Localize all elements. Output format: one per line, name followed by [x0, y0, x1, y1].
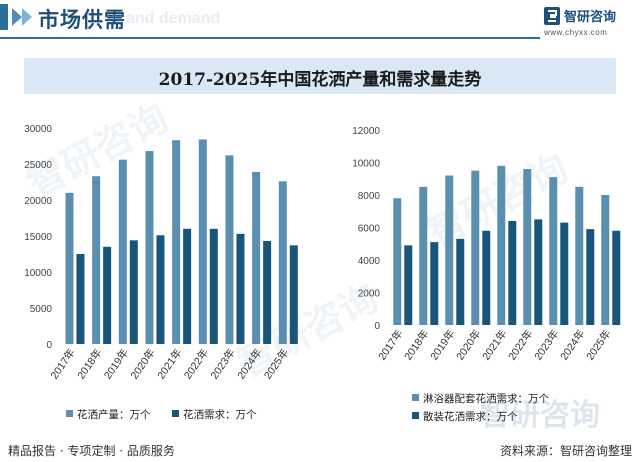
bar-series2 — [508, 221, 517, 325]
x-tick-label: 2019年 — [101, 346, 131, 381]
x-tick-label: 2020年 — [128, 346, 158, 381]
x-tick-label: 2021年 — [479, 327, 509, 362]
footer-tagline: 精品报告 · 专项定制 · 品质服务 — [8, 444, 175, 458]
chevron-right-icon — [12, 8, 22, 26]
legend-label: 淋浴器配套花洒需求：万个 — [423, 392, 549, 405]
x-tick-label: 2017年 — [375, 327, 405, 362]
bar-series2 — [103, 246, 112, 344]
bar-series1 — [419, 186, 428, 325]
bar-series1 — [393, 198, 402, 325]
y-tick-label: 15000 — [24, 232, 52, 243]
bar-series2 — [456, 238, 465, 325]
bar-series2 — [289, 245, 298, 344]
production-demand-chart: 0 5000 10000 15000 20000 25000 30000 2017年2018年… — [24, 124, 298, 421]
chart-title-band: 2017-2025年中国花洒产量和需求量走势 — [24, 58, 616, 94]
bar-series2 — [482, 230, 491, 325]
legend-label: 花洒产量：万个 — [77, 408, 151, 421]
brand-url: www.chyxx.com — [544, 28, 608, 37]
legend-swatch — [172, 410, 179, 417]
bar-series2 — [586, 229, 595, 325]
chart-title: 2017-2025年中国花洒产量和需求量走势 — [158, 70, 482, 90]
legend-label: 花洒需求：万个 — [183, 408, 257, 421]
brand-logo-icon — [544, 7, 560, 25]
bar-series1 — [445, 175, 454, 325]
x-tick-label: 2023年 — [531, 327, 561, 362]
y-tick-label: 0 — [374, 321, 380, 332]
y-tick-label: 10000 — [24, 268, 52, 279]
y-tick-label: 25000 — [24, 160, 52, 171]
bar-series2 — [76, 254, 85, 344]
bar-series1 — [549, 177, 558, 325]
x-tick-label: 2025年 — [583, 327, 613, 362]
x-tick-label: 2021年 — [154, 346, 184, 381]
y-tick-label: 12000 — [352, 126, 380, 137]
x-tick-label: 2022年 — [181, 346, 211, 381]
y-tick-label: 30000 — [24, 124, 52, 135]
x-tick-label: 2017年 — [48, 346, 78, 381]
bar-series1 — [65, 192, 74, 344]
bar-series2 — [236, 233, 245, 344]
legend-label: 散装花洒需求：万个 — [423, 410, 518, 423]
x-tick-label: 2018年 — [74, 346, 104, 381]
footer-source: 资料来源：智研咨询整理 — [499, 444, 632, 458]
y-tick-label: 4000 — [358, 256, 381, 267]
demand-breakdown-chart: 0 2000 4000 6000 8000 10000 12000 2017年2018年201… — [352, 126, 621, 423]
bar-series2 — [183, 228, 192, 344]
bar-series2 — [534, 219, 543, 325]
y-tick-label: 10000 — [352, 159, 380, 170]
y-tick-label: 20000 — [24, 196, 52, 207]
bar-series2 — [430, 242, 439, 325]
header-subtitle-ghost: and demand — [126, 10, 221, 27]
bar-series1 — [252, 171, 261, 344]
y-tick-label: 6000 — [358, 224, 381, 235]
bar-series1 — [92, 176, 101, 344]
bar-series1 — [278, 181, 287, 344]
x-tick-label: 2020年 — [453, 327, 483, 362]
header-divider — [0, 37, 540, 39]
bar-series2 — [129, 240, 138, 344]
y-tick-label: 8000 — [358, 191, 381, 202]
brand-block: 智研咨询 www.chyxx.com — [544, 5, 636, 41]
legend-swatch — [66, 410, 73, 417]
legend-swatch — [412, 412, 419, 419]
page-footer: 精品报告 · 专项定制 · 品质服务 资料来源：智研咨询整理 — [0, 437, 640, 462]
header-accent-bar — [0, 4, 8, 30]
x-tick-label: 2025年 — [261, 346, 291, 381]
bar-series1 — [118, 159, 127, 344]
y-tick-label: 5000 — [30, 304, 53, 315]
legend-swatch — [412, 394, 419, 401]
bar-series2 — [156, 235, 165, 344]
y-tick-label: 0 — [46, 340, 52, 351]
bar-series1 — [198, 139, 207, 344]
bar-series1 — [172, 140, 181, 344]
x-tick-label: 2023年 — [208, 346, 238, 381]
bar-series1 — [225, 155, 234, 344]
bar-series1 — [471, 170, 480, 325]
brand-name: 智研咨询 — [564, 10, 617, 25]
bar-series2 — [209, 228, 218, 344]
chevron-right-icon — [22, 8, 32, 26]
bar-series2 — [560, 222, 569, 325]
y-tick-label: 2000 — [358, 289, 381, 300]
bar-series1 — [601, 195, 610, 325]
x-tick-label: 2018年 — [401, 327, 431, 362]
bar-series2 — [263, 241, 272, 344]
bar-series2 — [404, 245, 413, 325]
bar-series1 — [575, 186, 584, 325]
x-tick-label: 2022年 — [505, 327, 535, 362]
bar-series2 — [612, 230, 621, 325]
bar-series1 — [497, 165, 506, 325]
bar-series1 — [523, 169, 532, 325]
page-title: 市场供需 — [38, 8, 126, 32]
bar-series1 — [145, 151, 154, 344]
x-tick-label: 2024年 — [234, 346, 264, 381]
x-tick-label: 2019年 — [427, 327, 457, 362]
x-tick-label: 2024年 — [557, 327, 587, 362]
page-header: and demand 市场供需 — [0, 0, 640, 42]
